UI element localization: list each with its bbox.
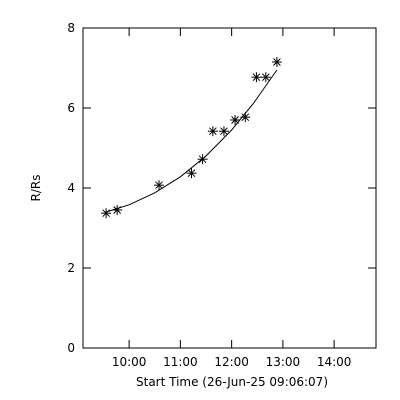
asterisk-stroke — [208, 127, 217, 136]
y-tick-label: 4 — [67, 181, 75, 195]
x-tick-label: 11:00 — [163, 355, 198, 369]
asterisk-stroke — [155, 181, 163, 190]
point — [186, 168, 197, 179]
y-tick-label: 0 — [67, 341, 75, 355]
asterisk-stroke — [102, 209, 110, 218]
point — [101, 208, 112, 219]
asterisk-stroke — [261, 73, 270, 82]
asterisk-stroke — [273, 58, 281, 66]
x-tick-label: 13:00 — [266, 355, 301, 369]
point — [154, 180, 165, 191]
point — [230, 115, 241, 125]
point — [271, 57, 282, 67]
x-axis-label: Start Time (26-Jun-25 09:06:07) — [136, 375, 328, 389]
asterisk-stroke — [198, 155, 207, 164]
y-tick-label: 8 — [67, 21, 75, 35]
x-tick-label: 10:00 — [112, 355, 147, 369]
y-tick-label: 6 — [67, 101, 75, 115]
y-axis-label: R/Rs — [29, 175, 43, 202]
asterisk-stroke — [187, 169, 196, 178]
point — [260, 72, 271, 83]
asterisk-stroke — [241, 113, 250, 122]
asterisk-stroke — [252, 73, 261, 82]
fit-curve — [105, 69, 278, 213]
asterisk-stroke — [231, 116, 239, 124]
plot-frame — [82, 27, 377, 349]
point — [251, 72, 262, 83]
point — [207, 126, 218, 137]
point — [197, 154, 208, 165]
point — [218, 126, 229, 137]
x-tick-label: 14:00 — [317, 355, 352, 369]
point — [112, 205, 123, 215]
asterisk-stroke — [113, 206, 122, 214]
asterisk-stroke — [220, 127, 228, 136]
x-tick-label: 12:00 — [214, 355, 249, 369]
y-tick-label: 2 — [67, 261, 75, 275]
point — [240, 112, 251, 123]
